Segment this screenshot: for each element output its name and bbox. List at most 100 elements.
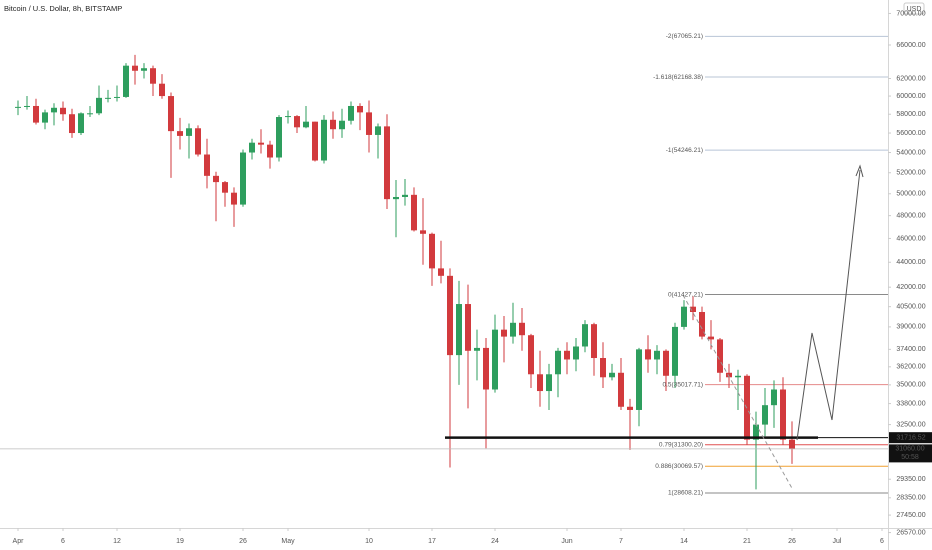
y-tick-label: 56000.00 (896, 130, 925, 137)
candle-body (312, 121, 318, 161)
x-tick-label: 6 (880, 538, 884, 545)
candle-body (519, 322, 525, 336)
candle-body (393, 196, 399, 200)
y-tick-label: 37400.00 (896, 346, 925, 353)
y-tick-label: 44000.00 (896, 259, 925, 266)
x-tick-label: 21 (743, 538, 751, 545)
y-tick-label: 66000.00 (896, 42, 925, 49)
candle-body (267, 144, 273, 158)
y-tick-label: 42000.00 (896, 284, 925, 291)
candle-body (465, 304, 471, 351)
x-tick-label: 24 (491, 538, 499, 545)
x-tick-label: Apr (13, 538, 25, 545)
y-tick-label: 46000.00 (896, 235, 925, 242)
x-tick-label: Jun (561, 538, 572, 545)
y-tick-label: 36200.00 (896, 364, 925, 371)
y-tick-label: 32500.00 (896, 421, 925, 428)
candle-body (132, 65, 138, 71)
x-tick-label: 7 (619, 538, 623, 545)
candle-body (672, 326, 678, 376)
candle-body (555, 350, 561, 375)
candle-body (645, 349, 651, 360)
x-tick-label: 12 (113, 538, 121, 545)
y-tick-label: 50000.00 (896, 191, 925, 198)
candle-body (735, 375, 741, 378)
candle-body (411, 194, 417, 231)
fib-label: -1.618(62168.38) (653, 74, 703, 81)
candle-body (195, 128, 201, 155)
candle-body (789, 439, 795, 449)
candle-body (24, 105, 30, 107)
candle-body (330, 119, 336, 130)
x-tick-label: May (281, 538, 295, 545)
candle-body (177, 131, 183, 136)
fib-label: 0.5(35017.71) (663, 381, 703, 388)
candle-body (357, 105, 363, 113)
candle-body (231, 192, 237, 205)
candle-body (339, 120, 345, 130)
x-tick-label: 14 (680, 538, 688, 545)
y-tick-label: 60000.00 (896, 93, 925, 100)
candle-body (276, 117, 282, 158)
candle-body (96, 97, 102, 114)
candle-body (690, 306, 696, 312)
candle-body (699, 311, 705, 337)
candle-body (186, 128, 192, 136)
y-tick-label: 52000.00 (896, 170, 925, 177)
candle-body (447, 275, 453, 356)
candle-body (600, 358, 606, 378)
candle-body (348, 105, 354, 121)
candle-body (258, 142, 264, 145)
candle-body (159, 83, 165, 97)
y-tick-label: 39000.00 (896, 324, 925, 331)
candle-body (618, 372, 624, 407)
candle-body (708, 336, 714, 340)
candle-body (87, 113, 93, 115)
candle-body (429, 233, 435, 269)
candle-body (627, 406, 633, 410)
candle-body (285, 116, 291, 118)
candle-body (762, 405, 768, 425)
y-tick-label: 28350.00 (896, 495, 925, 502)
x-tick-label: 17 (428, 538, 436, 545)
candle-body (420, 230, 426, 234)
candle-body (582, 324, 588, 347)
x-tick-label: 19 (176, 538, 184, 545)
y-tick-label: 70000.00 (896, 10, 925, 17)
candle-body (474, 347, 480, 351)
candle-body (492, 329, 498, 390)
candle-body (114, 96, 120, 98)
candle-body (780, 389, 786, 440)
candle-body (726, 372, 732, 378)
y-tick-label: 29350.00 (896, 476, 925, 483)
current-price-label: 31060.00 (895, 446, 924, 453)
x-tick-label: 6 (61, 538, 65, 545)
candle-body (438, 268, 444, 276)
candle-body (303, 121, 309, 128)
candle-body (33, 105, 39, 123)
candle-body (681, 306, 687, 327)
y-tick-label: 33800.00 (896, 400, 925, 407)
y-tick-label: 62000.00 (896, 75, 925, 82)
countdown-label: 50:58 (901, 454, 919, 461)
candle-body (654, 350, 660, 360)
fib-label: 1(28608.21) (668, 490, 703, 497)
candle-body (60, 107, 66, 115)
candle-body (168, 96, 174, 132)
y-tick-label: 48000.00 (896, 212, 925, 219)
y-tick-label: 54000.00 (896, 149, 925, 156)
candle-body (321, 119, 327, 161)
candle-body (771, 389, 777, 406)
candle-body (636, 349, 642, 410)
candle-body (42, 112, 48, 123)
candle-body (141, 68, 147, 71)
currency-box[interactable] (903, 2, 925, 15)
candle-body (663, 350, 669, 376)
candle-body (78, 113, 84, 134)
candle-body (105, 97, 111, 99)
candle-body (375, 126, 381, 135)
candle-body (564, 350, 570, 360)
candle-body (753, 424, 759, 440)
currency-label[interactable]: USD (907, 6, 922, 13)
